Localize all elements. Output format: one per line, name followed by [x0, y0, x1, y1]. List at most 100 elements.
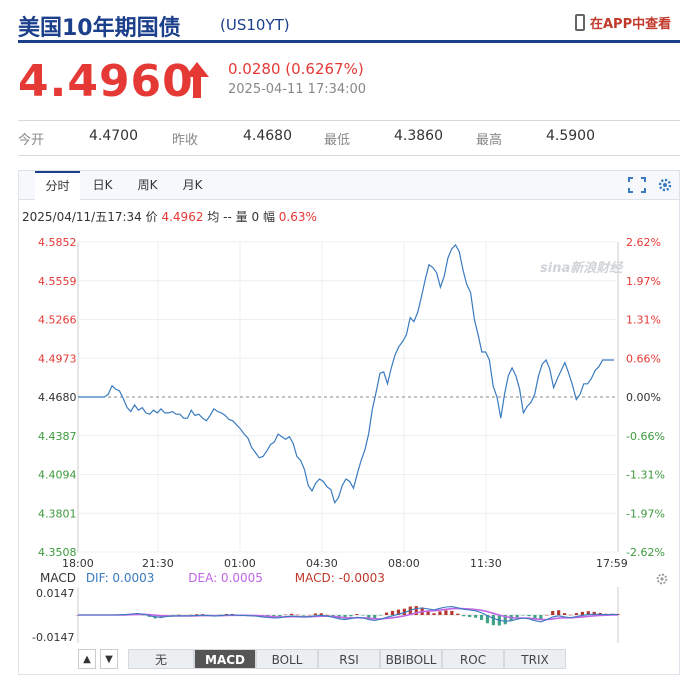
info-price-label: 价 — [145, 210, 158, 224]
x-tick-label: 01:00 — [224, 557, 256, 568]
macd-histogram-bar — [473, 615, 478, 618]
price-series-line — [78, 243, 614, 505]
macd-y-bottom-label: -0.0147 — [32, 631, 74, 644]
macd-histogram-bar — [444, 610, 448, 615]
macd-histogram-bar — [379, 615, 383, 616]
x-tick-label: 17:59 — [596, 557, 628, 568]
open-in-app-label: 在APP中查看 — [590, 17, 672, 32]
macd-histogram-bar — [361, 615, 365, 616]
macd-histogram-bar — [295, 614, 300, 616]
intraday-price-chart[interactable]: 18:00 21:30 01:00 04:30 08:00 11:30 17:59 4.585… — [0, 228, 694, 568]
x-tick-label: 11:30 — [470, 557, 502, 568]
stat-value-high: 4.5900 — [546, 128, 595, 144]
macd-histogram-bar — [159, 615, 163, 619]
macd-histogram-bar — [367, 615, 371, 618]
tab-weekly-k[interactable]: 周K — [137, 178, 158, 192]
phone-icon — [575, 14, 585, 31]
tab-intraday[interactable]: 分时 — [35, 171, 80, 200]
macd-histogram-bar — [450, 610, 454, 615]
macd-histogram-bar — [503, 615, 507, 625]
macd-histogram-bar — [278, 615, 282, 617]
info-amp-label: 幅 — [262, 210, 275, 224]
macd-histogram-bar — [586, 611, 590, 615]
ticker-code: (US10YT) — [220, 16, 290, 34]
macd-histogram-bar — [527, 615, 531, 617]
macd-histogram-bar — [402, 608, 406, 615]
macd-indicator-label: MACD — [40, 571, 76, 585]
tab-monthly-k[interactable]: 月K — [182, 178, 203, 192]
indicator-next-button[interactable]: ▼ — [100, 649, 118, 669]
macd-histogram-bar — [574, 613, 579, 615]
stat-label-prev-close: 昨收 — [172, 133, 199, 148]
y-tick-label-right: -2.62% — [626, 546, 665, 559]
macd-settings-gear-icon[interactable] — [655, 572, 669, 586]
indicator-button-bbiboll[interactable]: BBIBOLL — [380, 649, 442, 669]
macd-dif: DIF: 0.0003 — [85, 571, 155, 585]
macd-histogram-bar — [343, 615, 347, 619]
macd-dea-line — [78, 607, 619, 621]
stats-bottom-divider — [18, 155, 680, 156]
macd-histogram-bar — [592, 611, 596, 615]
y-tick-label-left: 4.4387 — [38, 430, 77, 443]
macd-histogram-bar — [491, 615, 495, 626]
macd-histogram-bar — [438, 611, 442, 615]
last-price: 4.4960 — [18, 56, 194, 107]
tab-daily-k[interactable]: 日K — [92, 178, 113, 192]
macd-histogram-bar — [284, 614, 288, 616]
macd-histogram-bar — [557, 610, 561, 615]
x-tick-label: 18:00 — [62, 557, 94, 568]
stat-label-open: 今开 — [18, 133, 45, 148]
indicator-button-none[interactable]: 无 — [128, 649, 194, 669]
indicator-button-trix[interactable]: TRIX — [504, 649, 566, 669]
macd-histogram-bar — [319, 613, 323, 615]
chart-panel — [18, 170, 680, 675]
macd-value: MACD: -0.0003 — [294, 571, 385, 585]
y-tick-label-left: 4.4973 — [38, 352, 77, 365]
indicator-button-roc[interactable]: ROC — [442, 649, 504, 669]
open-in-app-link[interactable]: 在APP中查看 — [575, 13, 671, 32]
macd-histogram-bar — [195, 614, 199, 615]
macd-histogram-bar — [515, 615, 519, 618]
macd-histogram-bar — [479, 615, 484, 620]
y-tick-label-left: 4.4680 — [38, 391, 77, 404]
gear-icon[interactable] — [657, 177, 673, 193]
macd-histogram-bar — [301, 615, 306, 616]
macd-histogram-bar — [325, 614, 329, 616]
fullscreen-icon[interactable] — [628, 177, 646, 193]
indicator-prev-button[interactable]: ▲ — [78, 649, 96, 669]
indicator-button-boll[interactable]: BOLL — [256, 649, 318, 669]
macd-histogram-bar — [201, 614, 205, 615]
macd-histogram-bar — [307, 614, 312, 616]
macd-histogram-bar — [568, 614, 573, 616]
indicator-button-macd[interactable]: MACD — [194, 649, 256, 669]
info-price: 4.4962 — [161, 210, 204, 224]
info-amplitude: 0.63% — [278, 210, 317, 224]
sina-watermark: sina新浪财经 — [540, 260, 624, 276]
macd-histogram-bar — [426, 610, 430, 615]
y-tick-label-left: 4.4094 — [38, 469, 77, 482]
y-tick-label-right: -1.97% — [626, 507, 665, 520]
macd-histogram-bar — [189, 614, 193, 616]
stat-value-open: 4.4700 — [89, 128, 138, 144]
y-tick-label-right: 0.66% — [626, 352, 661, 365]
macd-y-top-label: 0.0147 — [36, 587, 75, 600]
info-vol-label: 量 — [235, 210, 248, 224]
macd-histogram-bar — [349, 615, 353, 617]
quote-timestamp: 2025-04-11 17:34:00 — [228, 82, 367, 97]
macd-legend: MACD DIF: 0.0003 DEA: 0.0005 MACD: -0.00… — [40, 571, 385, 585]
macd-histogram-bar — [313, 613, 317, 615]
macd-histogram-bar — [551, 610, 555, 615]
indicator-button-rsi[interactable]: RSI — [318, 649, 380, 669]
macd-histogram-bar — [396, 609, 401, 615]
stat-value-prev-close: 4.4680 — [243, 128, 292, 144]
macd-dea: DEA: 0.0005 — [188, 571, 263, 585]
y-tick-label-right: -0.66% — [626, 430, 665, 443]
y-tick-label-right: 1.97% — [626, 275, 661, 288]
macd-histogram-bar — [290, 613, 294, 615]
y-tick-label-left: 4.5266 — [38, 314, 77, 327]
y-tick-label-left: 4.3801 — [38, 507, 77, 520]
macd-chart: 0.0147 -0.0147 — [32, 587, 620, 644]
price-change: 0.0280 (0.6267%) — [228, 60, 364, 78]
y-tick-label-right: -1.31% — [626, 469, 665, 482]
macd-histogram-bar — [456, 613, 460, 615]
